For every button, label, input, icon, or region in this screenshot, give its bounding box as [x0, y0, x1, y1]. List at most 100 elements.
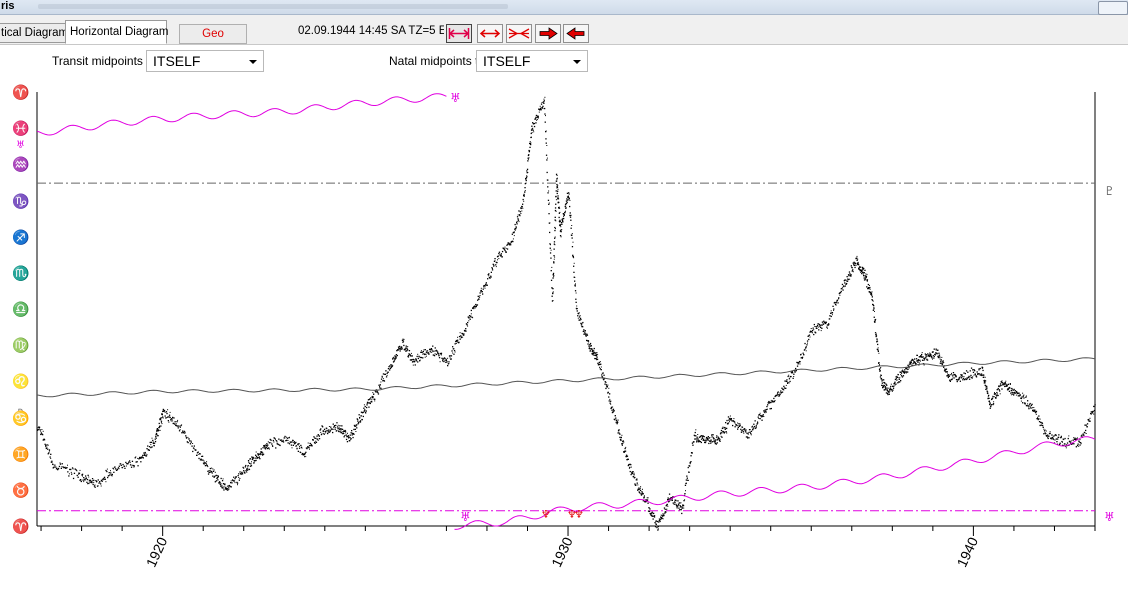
price-point: [274, 437, 276, 440]
price-point: [843, 285, 845, 287]
price-point: [885, 387, 887, 389]
price-point: [511, 233, 513, 235]
price-point: [165, 411, 168, 413]
price-point: [561, 229, 563, 231]
price-point: [575, 301, 577, 303]
price-point: [248, 468, 250, 470]
price-point: [998, 389, 1000, 391]
menu-bar[interactable]: [38, 4, 508, 9]
price-point: [872, 300, 874, 302]
zodiac-sign-glyph: ♏: [12, 264, 30, 281]
price-point: [91, 478, 94, 480]
price-point: [478, 296, 481, 298]
price-point: [344, 430, 347, 432]
price-point: [832, 305, 834, 307]
price-point: [806, 340, 809, 342]
price-point: [335, 427, 337, 429]
price-point: [760, 416, 762, 418]
price-point: [909, 363, 911, 365]
price-point: [875, 335, 877, 338]
price-point: [675, 500, 677, 502]
price-point: [720, 429, 723, 432]
price-point: [556, 180, 558, 182]
widen-button[interactable]: [477, 24, 503, 43]
price-point: [864, 269, 866, 271]
back-button[interactable]: [563, 24, 589, 43]
price-point: [787, 375, 789, 378]
price-point: [305, 451, 307, 453]
price-point: [553, 262, 555, 264]
price-point: [221, 485, 223, 487]
transit-midpoints-select[interactable]: ITSELF: [146, 50, 264, 72]
price-point: [477, 299, 479, 301]
geo-button[interactable]: Geo: [179, 24, 247, 44]
price-point: [850, 265, 852, 267]
price-point: [554, 207, 557, 209]
price-point: [757, 416, 759, 418]
price-point: [418, 355, 420, 357]
price-point: [1062, 438, 1064, 440]
price-point: [357, 423, 359, 425]
price-point: [270, 442, 272, 444]
price-point: [880, 375, 882, 376]
price-point: [864, 275, 866, 277]
price-point: [747, 433, 749, 435]
price-point: [949, 379, 951, 381]
neptune-marker: ♆: [567, 508, 577, 521]
price-point: [356, 418, 358, 420]
price-point: [883, 381, 885, 384]
price-point: [945, 371, 947, 373]
price-point: [987, 391, 989, 393]
price-point: [511, 240, 513, 243]
price-point: [438, 355, 440, 357]
price-point: [759, 418, 761, 420]
price-point: [933, 348, 935, 350]
tab-horizontal-diagram[interactable]: Horizontal Diagram: [65, 20, 168, 44]
price-point: [453, 353, 455, 355]
price-point: [334, 428, 336, 430]
price-point: [730, 419, 732, 421]
price-point: [696, 436, 698, 438]
price-point: [150, 441, 153, 443]
price-point: [925, 354, 927, 356]
price-point: [106, 470, 108, 473]
price-point: [228, 484, 231, 487]
price-point: [259, 458, 261, 460]
forward-button[interactable]: [535, 24, 561, 43]
price-point: [716, 439, 718, 441]
price-point: [124, 465, 126, 467]
price-point: [687, 480, 689, 481]
price-point: [917, 354, 918, 356]
price-point: [759, 412, 761, 414]
price-point: [1071, 443, 1074, 445]
price-point: [636, 479, 638, 481]
price-point: [825, 321, 827, 323]
price-point: [835, 304, 837, 306]
price-point: [863, 272, 865, 274]
price-point: [929, 355, 931, 358]
natal-midpoints-select[interactable]: ITSELF: [476, 50, 588, 72]
price-point: [895, 383, 897, 385]
price-point: [622, 440, 624, 442]
price-point: [317, 439, 319, 441]
price-point: [533, 125, 536, 128]
price-point: [625, 454, 628, 456]
price-point: [336, 422, 338, 424]
price-point: [846, 276, 848, 278]
narrow-button[interactable]: [506, 24, 532, 43]
price-point: [1059, 443, 1061, 445]
price-point: [557, 201, 560, 204]
price-point: [785, 384, 787, 386]
price-point: [359, 421, 361, 423]
price-point: [1084, 424, 1086, 426]
price-point: [452, 352, 454, 354]
price-point: [148, 446, 151, 448]
price-point: [596, 358, 599, 360]
price-point: [829, 315, 831, 317]
price-point: [926, 359, 928, 361]
price-point: [462, 334, 464, 336]
price-point: [96, 480, 98, 483]
expand-button[interactable]: [446, 24, 472, 43]
price-point: [946, 371, 947, 373]
